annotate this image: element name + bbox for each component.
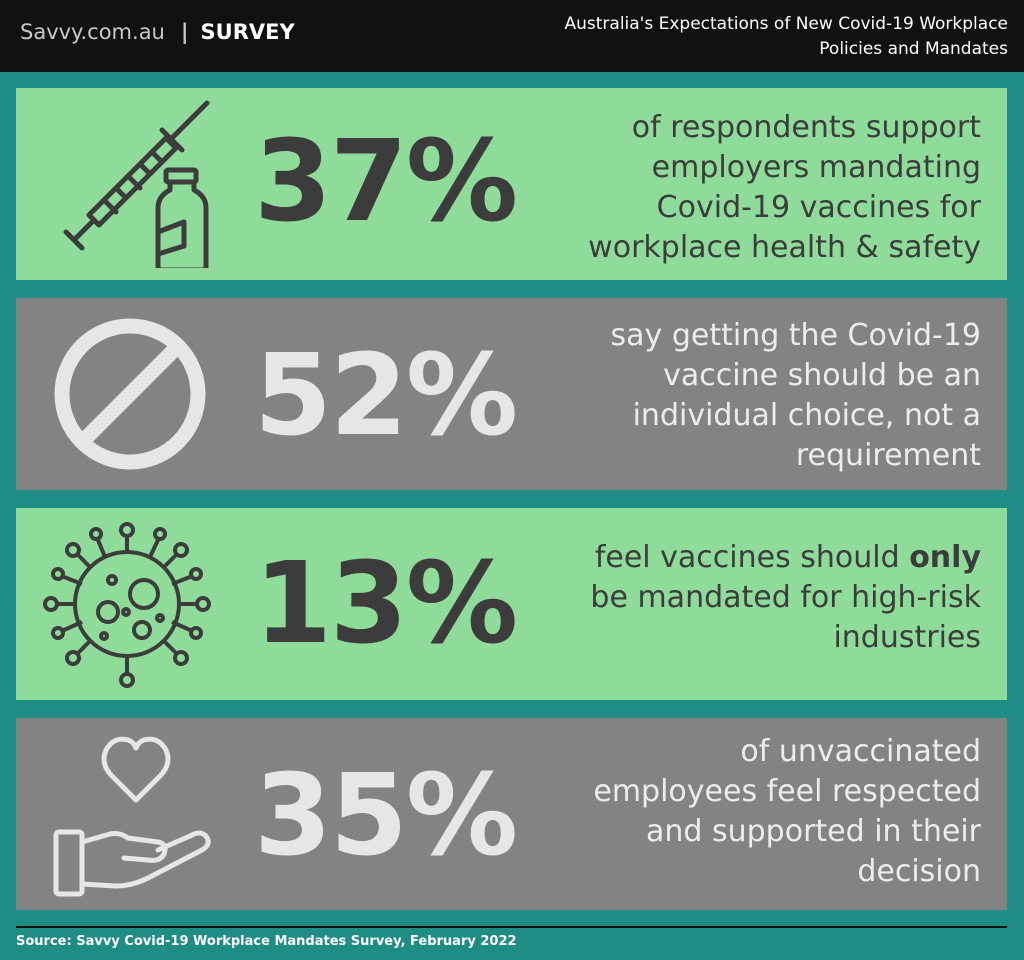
stat-panel-unvaccinated-respected: 35% of unvaccinated employees feel respe…	[16, 718, 1007, 910]
header-bar: Savvy.com.au | SURVEY Australia's Expectat…	[0, 0, 1024, 72]
brand-separator: |	[180, 20, 189, 44]
brand: Savvy.com.au | SURVEY	[20, 20, 295, 44]
stat-description-line: vaccine should be an	[663, 358, 981, 393]
stat-panel-high-risk-only: 13% feel vaccines should only be mandate…	[16, 508, 1007, 700]
syringe-vial-icon	[63, 100, 210, 268]
stat-description: of unvaccinated employees feel respected…	[511, 732, 981, 892]
section-label: SURVEY	[200, 20, 295, 44]
stat-description-line: and supported in their	[646, 814, 981, 849]
stat-description-line: requirement	[795, 438, 981, 473]
stat-description: of respondents support employers mandati…	[511, 108, 981, 268]
stat-percent: 35%	[254, 751, 518, 881]
virus-icon	[43, 522, 211, 688]
stat-description-line: industries	[833, 620, 981, 655]
stat-description-line: say getting the Covid-19	[610, 318, 981, 353]
brand-name: Savvy.com.au	[20, 20, 165, 44]
stat-description-line: feel vaccines should only	[511, 538, 981, 578]
footer-divider	[16, 926, 1007, 928]
page-title-line: Australia's Expectations of New Covid-19…	[564, 14, 1008, 34]
page-title: Australia's Expectations of New Covid-19…	[488, 12, 1008, 62]
page-title-line: Policies and Mandates	[819, 39, 1008, 59]
heart-hand-icon	[53, 736, 211, 897]
stat-description-line: employers mandating	[651, 150, 981, 185]
stat-description-text: feel vaccines should	[594, 540, 910, 575]
stat-description-line: Covid-19 vaccines for	[656, 190, 981, 225]
stat-description-line: individual choice, not a	[632, 398, 981, 433]
stat-description-emphasis: only	[909, 540, 981, 575]
stat-description-line: decision	[857, 854, 981, 889]
stat-percent: 37%	[254, 117, 518, 247]
stat-description-line: of unvaccinated	[740, 734, 981, 769]
stat-description: say getting the Covid-19 vaccine should …	[511, 316, 981, 476]
stat-description-line: of respondents support	[631, 110, 981, 145]
stat-description-line: employees feel respected	[593, 774, 981, 809]
stat-percent: 13%	[254, 539, 518, 669]
stat-description-line: workplace health & safety	[588, 230, 981, 265]
stat-description-line: be mandated for high-risk	[590, 580, 981, 615]
source-note: Source: Savvy Covid-19 Workplace Mandate…	[16, 934, 517, 949]
stat-description: feel vaccines should only be mandated fo…	[511, 538, 981, 658]
prohibited-icon	[54, 318, 206, 470]
stat-percent: 52%	[254, 331, 518, 461]
stat-panel-individual-choice: 52% say getting the Covid-19 vaccine sho…	[16, 298, 1007, 490]
stat-panel-mandate-support: 37% of respondents support employers man…	[16, 88, 1007, 280]
